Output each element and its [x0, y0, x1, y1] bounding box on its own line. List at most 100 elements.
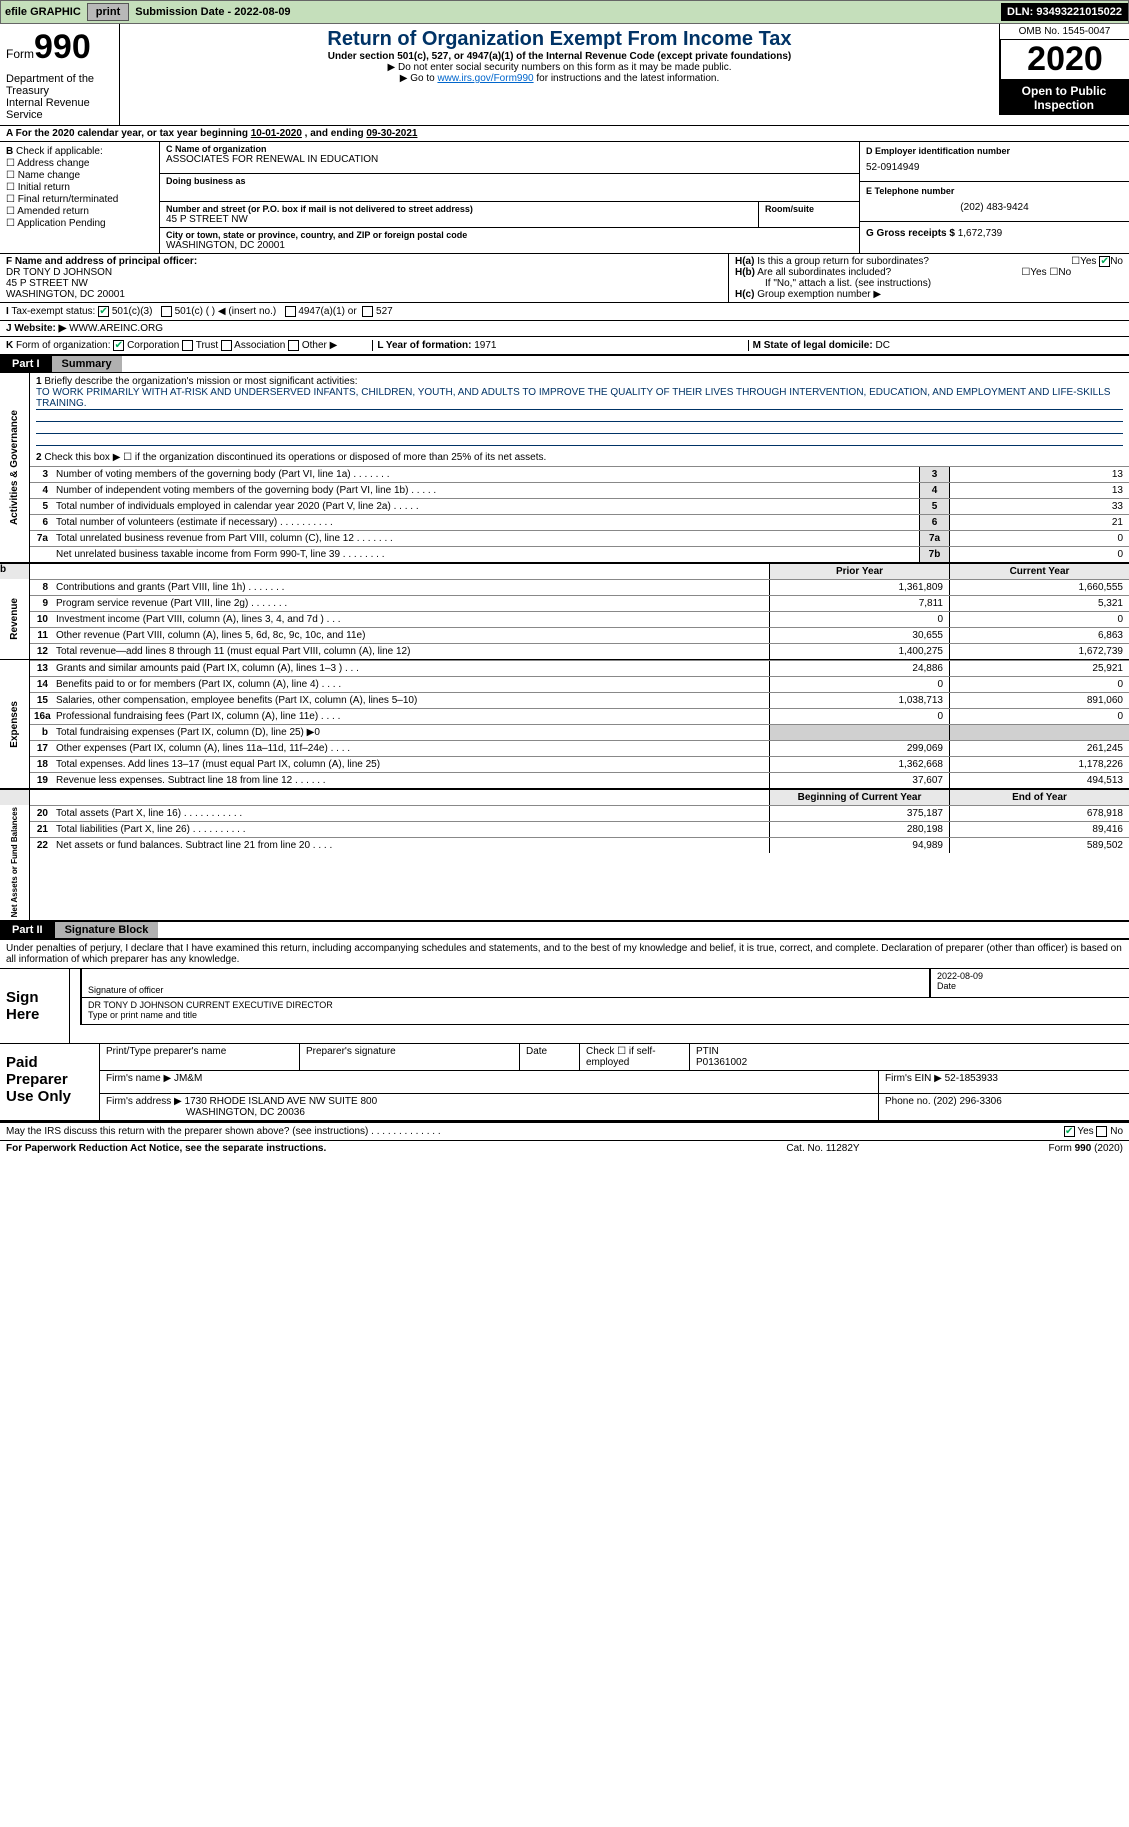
- gov-row: 6Total number of volunteers (estimate if…: [30, 514, 1129, 530]
- fin-row: 11Other revenue (Part VIII, column (A), …: [30, 627, 1129, 643]
- year-cell: OMB No. 1545-0047 2020 Open to Public In…: [999, 24, 1129, 125]
- side-governance: Activities & Governance: [9, 408, 20, 527]
- preparer-section: Paid Preparer Use Only Print/Type prepar…: [0, 1043, 1129, 1122]
- row-k: K Form of organization: Corporation Trus…: [0, 337, 1129, 355]
- website: WWW.AREINC.ORG: [69, 323, 163, 334]
- chk-final[interactable]: ☐ Final return/terminated: [6, 194, 153, 205]
- fin-row: 8Contributions and grants (Part VIII, li…: [30, 579, 1129, 595]
- ein: 52-0914949: [866, 156, 1123, 173]
- sign-here-label: Sign Here: [0, 969, 70, 1043]
- prep-name-h: Print/Type preparer's name: [100, 1044, 300, 1070]
- state-domicile: M State of legal domicile: DC: [748, 340, 1123, 351]
- side-netassets: Net Assets or Fund Balances: [10, 805, 19, 919]
- line-a: A For the 2020 calendar year, or tax yea…: [0, 125, 1129, 141]
- officer-name: DR TONY D JOHNSON: [6, 267, 722, 278]
- col-check-applicable: B Check if applicable: ☐ Address change …: [0, 142, 160, 253]
- chk-address[interactable]: ☐ Address change: [6, 158, 153, 169]
- gov-row: 3Number of voting members of the governi…: [30, 466, 1129, 482]
- chk-pending[interactable]: ☐ Application Pending: [6, 218, 153, 229]
- chk-amended[interactable]: ☐ Amended return: [6, 206, 153, 217]
- chk-501c[interactable]: [161, 306, 172, 317]
- row-f-h: F Name and address of principal officer:…: [0, 253, 1129, 302]
- city-label: City or town, state or province, country…: [166, 230, 853, 240]
- row-i: I Tax-exempt status: 501(c)(3) 501(c) ( …: [0, 302, 1129, 320]
- fin-row: 20Total assets (Part X, line 16) . . . .…: [30, 805, 1129, 821]
- chk-discuss-no[interactable]: [1096, 1126, 1107, 1137]
- g-label: G Gross receipts $: [866, 228, 958, 239]
- sig-officer[interactable]: Signature of officer: [80, 969, 929, 997]
- row-j: J Website: ▶ WWW.AREINC.ORG: [0, 320, 1129, 337]
- part2-header: Part IISignature Block: [0, 921, 1129, 938]
- chk-namechange[interactable]: ☐ Name change: [6, 170, 153, 181]
- dln: DLN: 93493221015022: [1001, 3, 1128, 21]
- fin-row: 16aProfessional fundraising fees (Part I…: [30, 708, 1129, 724]
- fin-row: 9Program service revenue (Part VIII, lin…: [30, 595, 1129, 611]
- org-addr: 45 P STREET NW: [166, 214, 752, 225]
- form-title: Return of Organization Exempt From Incom…: [124, 28, 995, 51]
- q2: 2 Check this box ▶ ☐ if the organization…: [30, 449, 1129, 466]
- form-title-cell: Return of Organization Exempt From Incom…: [120, 24, 999, 125]
- toolbar: efile GRAPHIC print Submission Date - 20…: [0, 0, 1129, 24]
- fin-row: 17Other expenses (Part IX, column (A), l…: [30, 740, 1129, 756]
- org-city: WASHINGTON, DC 20001: [166, 240, 853, 251]
- print-button[interactable]: print: [87, 3, 129, 21]
- chk-4947[interactable]: [285, 306, 296, 317]
- fin-row: 22Net assets or fund balances. Subtract …: [30, 837, 1129, 853]
- chk-corp[interactable]: [113, 340, 124, 351]
- gov-row: 5Total number of individuals employed in…: [30, 498, 1129, 514]
- d-label: D Employer identification number: [866, 146, 1123, 156]
- firm-name: Firm's name ▶ JM&M: [100, 1071, 879, 1093]
- col-right: D Employer identification number 52-0914…: [859, 142, 1129, 253]
- room-label: Room/suite: [765, 204, 853, 214]
- cell-f: F Name and address of principal officer:…: [0, 254, 729, 302]
- chk-other[interactable]: [288, 340, 299, 351]
- chk-trust[interactable]: [182, 340, 193, 351]
- fin-row: 15Salaries, other compensation, employee…: [30, 692, 1129, 708]
- chk-assoc[interactable]: [221, 340, 232, 351]
- side-revenue: Revenue: [9, 596, 20, 642]
- na-header: Beginning of Current Year End of Year: [0, 788, 1129, 805]
- chk-initial[interactable]: ☐ Initial return: [6, 182, 153, 193]
- chk-ha-no[interactable]: [1099, 256, 1110, 267]
- prep-sig-h: Preparer's signature: [300, 1044, 520, 1070]
- section-b-row: B Check if applicable: ☐ Address change …: [0, 141, 1129, 253]
- fin-row: 13Grants and similar amounts paid (Part …: [30, 660, 1129, 676]
- gross-receipts: 1,672,739: [958, 228, 1003, 239]
- officer-addr2: WASHINGTON, DC 20001: [6, 289, 722, 300]
- e-label: E Telephone number: [866, 186, 1123, 196]
- hint-link: ▶ Go to www.irs.gov/Form990 for instruct…: [124, 73, 995, 84]
- footer: For Paperwork Reduction Act Notice, see …: [0, 1140, 1129, 1156]
- fin-row: bTotal fundraising expenses (Part IX, co…: [30, 724, 1129, 740]
- prep-self-h[interactable]: Check ☐ if self-employed: [580, 1044, 690, 1070]
- irs-discuss: May the IRS discuss this return with the…: [0, 1122, 1129, 1140]
- firm-phone: Phone no. (202) 296-3306: [879, 1094, 1129, 1120]
- gov-row: Net unrelated business taxable income fr…: [30, 546, 1129, 562]
- chk-discuss-yes[interactable]: [1064, 1126, 1075, 1137]
- dba-label: Doing business as: [166, 176, 853, 186]
- fin-row: 14Benefits paid to or for members (Part …: [30, 676, 1129, 692]
- side-expenses: Expenses: [9, 699, 20, 750]
- officer-print: DR TONY D JOHNSON CURRENT EXECUTIVE DIRE…: [80, 998, 1129, 1024]
- sig-date: 2022-08-09Date: [929, 969, 1129, 997]
- prep-ptin: PTINP01361002: [690, 1044, 1129, 1070]
- chk-501c3[interactable]: [98, 306, 109, 317]
- irs-link[interactable]: www.irs.gov/Form990: [437, 73, 533, 84]
- q1: 1 Briefly describe the organization's mi…: [30, 373, 1129, 449]
- form-header: Form990 Department of the Treasury Inter…: [0, 24, 1129, 125]
- fin-row: 12Total revenue—add lines 8 through 11 (…: [30, 643, 1129, 659]
- efile-label: efile GRAPHIC: [1, 6, 85, 18]
- col-org: C Name of organization ASSOCIATES FOR RE…: [160, 142, 859, 253]
- hint-ssn: ▶ Do not enter social security numbers o…: [124, 62, 995, 73]
- form-number: Form990: [6, 28, 114, 67]
- addr-label: Number and street (or P.O. box if mail i…: [166, 204, 752, 214]
- fin-header: b Prior Year Current Year: [0, 562, 1129, 579]
- year-formation: L Year of formation: 1971: [372, 340, 747, 351]
- fin-row: 18Total expenses. Add lines 13–17 (must …: [30, 756, 1129, 772]
- cell-h: H(a) Is this a group return for subordin…: [729, 254, 1129, 302]
- phone: (202) 483-9424: [866, 196, 1123, 213]
- chk-527[interactable]: [362, 306, 373, 317]
- firm-ein: Firm's EIN ▶ 52-1853933: [879, 1071, 1129, 1093]
- omb: OMB No. 1545-0047: [999, 24, 1129, 40]
- paid-preparer-label: Paid Preparer Use Only: [0, 1044, 100, 1120]
- officer-addr1: 45 P STREET NW: [6, 278, 722, 289]
